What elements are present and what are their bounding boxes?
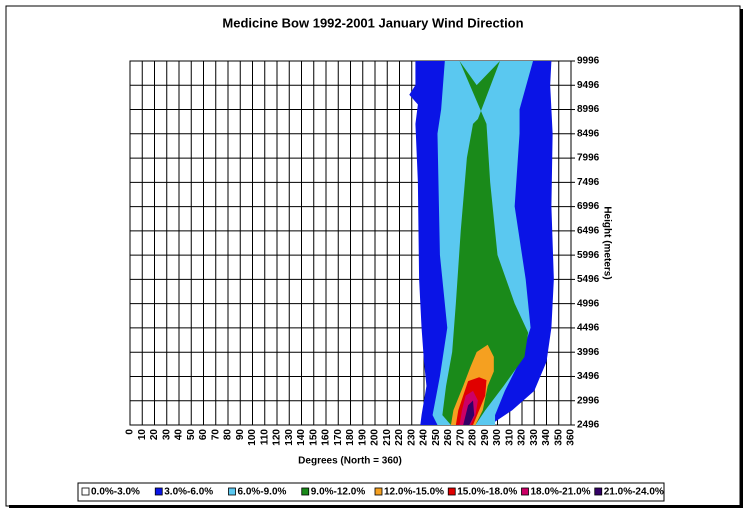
y-tick-label: 6996 (577, 201, 600, 212)
x-tick-label: 160 (321, 429, 332, 446)
y-tick-label: 2496 (577, 420, 600, 431)
legend-label: 15.0%-18.0% (457, 487, 517, 498)
x-tick-label: 20 (149, 429, 160, 441)
chart-title: Medicine Bow 1992-2001 January Wind Dire… (222, 15, 523, 30)
legend-label: 18.0%-21.0% (531, 487, 591, 498)
x-tick-label: 10 (137, 429, 148, 441)
x-tick-label: 80 (223, 429, 234, 441)
y-tick-label: 2996 (577, 395, 600, 406)
x-tick-label: 150 (308, 429, 319, 446)
y-tick-label: 3496 (577, 371, 600, 382)
y-tick-label: 9996 (577, 56, 600, 67)
contour-regions (409, 61, 554, 425)
legend-label: 3.0%-6.0% (164, 487, 213, 498)
x-tick-label: 140 (296, 429, 307, 446)
x-tick-label: 50 (186, 429, 197, 441)
legend-swatch (594, 487, 603, 496)
legend-swatch (521, 487, 529, 496)
x-tick-label: 60 (198, 429, 209, 441)
x-tick-label: 210 (382, 429, 393, 446)
legend-items: 0.0%-3.0% 3.0%-6.0% 6.0%-9.0% 9.0%-12.0% 12.… (81, 487, 664, 498)
x-tick-label: 30 (161, 429, 172, 441)
x-tick-label: 180 (345, 429, 356, 446)
x-tick-label: 100 (247, 429, 258, 446)
contour-band (463, 400, 475, 425)
x-tick-label: 190 (357, 429, 368, 446)
legend-label: 6.0%-9.0% (238, 487, 287, 498)
y-tick-label: 7496 (577, 177, 600, 188)
x-tick-label: 350 (553, 429, 564, 446)
legend-label: 9.0%-12.0% (311, 487, 366, 498)
x-tick-label: 90 (235, 429, 246, 441)
x-tick-label: 260 (443, 429, 454, 446)
y-tick-label: 5996 (577, 250, 600, 261)
x-tick-label: 110 (259, 429, 270, 446)
x-tick-label: 280 (468, 429, 479, 446)
x-tick-label: 200 (370, 429, 381, 446)
x-tick-label: 270 (455, 429, 466, 446)
legend-label: 21.0%-24.0% (604, 487, 664, 498)
contour-band (442, 61, 529, 425)
legend-swatch (374, 487, 383, 496)
y-tick-label: 8996 (577, 104, 600, 115)
x-tick-label: 70 (210, 429, 221, 441)
x-tick-label: 230 (406, 429, 417, 446)
y-tick-label: 7996 (577, 153, 600, 164)
x-tick-label: 240 (419, 429, 430, 446)
y-axis-title: Height (meters) (601, 206, 612, 279)
x-tick-label: 360 (566, 429, 577, 446)
x-tick-label: 130 (284, 429, 295, 446)
x-tick-label: 310 (504, 429, 515, 446)
x-tick-label: 220 (394, 429, 405, 446)
y-tick-label: 4996 (577, 298, 600, 309)
y-tick-label: 5496 (577, 274, 600, 285)
x-tick-label: 290 (480, 429, 491, 446)
legend-label: 0.0%-3.0% (91, 487, 140, 498)
x-tick-label: 250 (431, 429, 442, 446)
y-tick-label: 8496 (577, 128, 600, 139)
y-tick-label: 3996 (577, 347, 600, 358)
x-tick-label: 40 (174, 429, 185, 441)
x-axis-title: Degrees (North = 360) (298, 456, 402, 467)
x-tick-label: 170 (333, 429, 344, 446)
legend-swatch (447, 487, 456, 496)
legend-swatch (301, 487, 310, 496)
y-tick-label: 4496 (577, 323, 600, 334)
legend-label: 12.0%-15.0% (384, 487, 444, 498)
legend-swatch (81, 487, 90, 496)
x-tick-label: 0 (125, 429, 136, 435)
ticks: 0 10 20 30 40 50 60 70 80 90 100 110 120 130 140 150 160… (125, 56, 600, 446)
legend-swatch (228, 487, 236, 496)
legend (77, 482, 665, 502)
x-tick-label: 340 (541, 429, 552, 446)
y-tick-label: 9496 (577, 80, 600, 91)
x-tick-label: 300 (492, 429, 503, 446)
x-tick-label: 320 (517, 429, 528, 446)
y-tick-label: 6496 (577, 226, 600, 237)
x-tick-label: 120 (272, 429, 283, 446)
x-tick-label: 330 (529, 429, 540, 446)
legend-swatch (154, 487, 163, 496)
